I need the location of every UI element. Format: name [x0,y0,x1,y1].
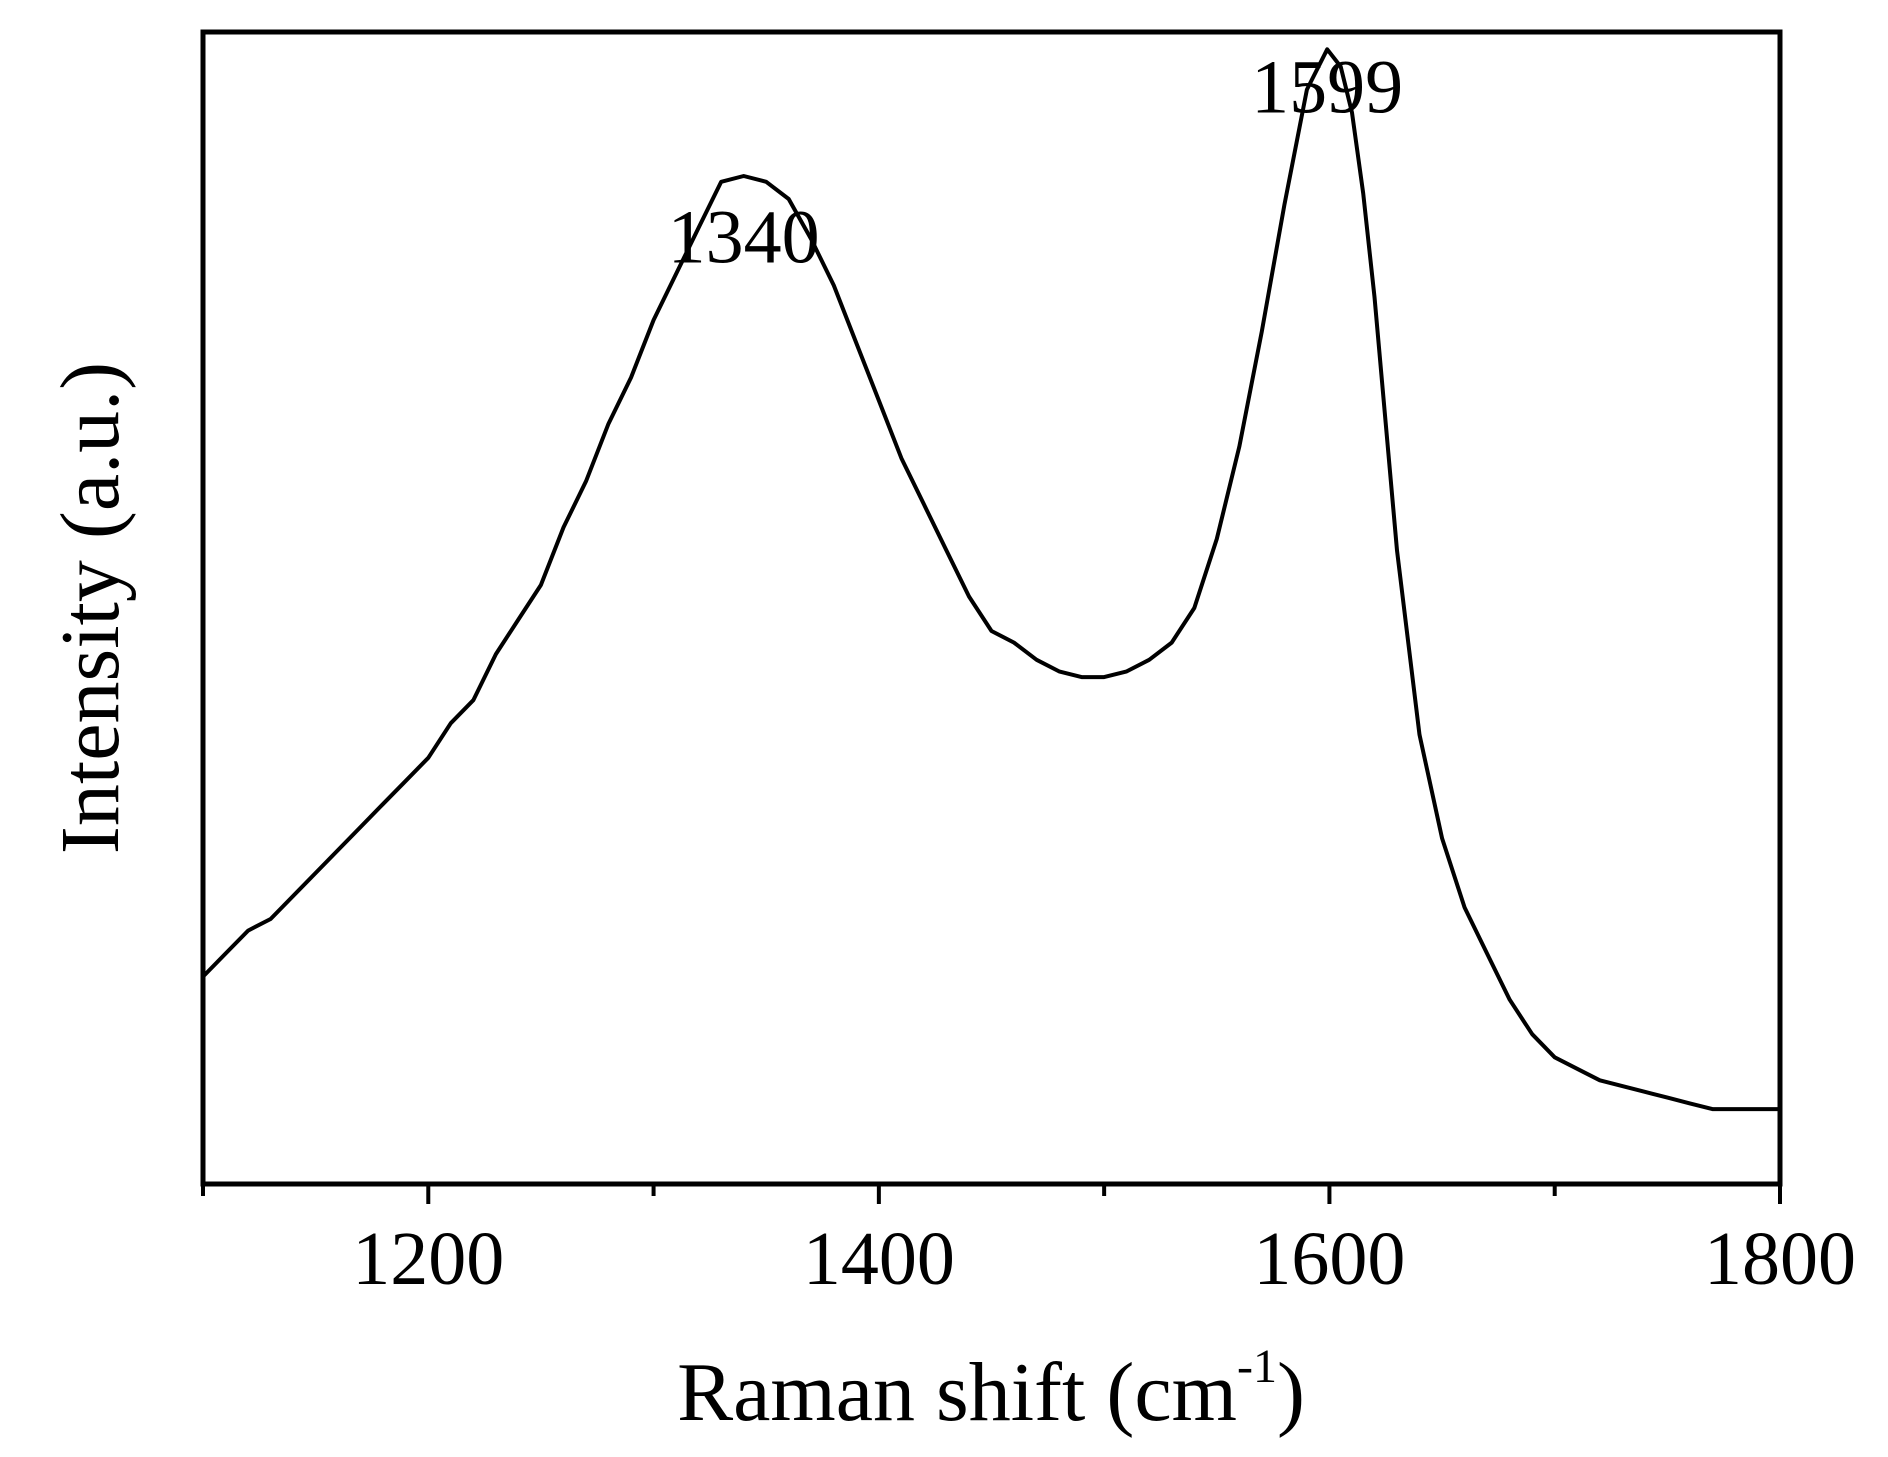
x-tick-label: 1400 [803,1217,955,1301]
x-axis-title-superscript: -1 [1237,1340,1277,1393]
x-axis-title-main: Raman shift (cm [677,1346,1237,1439]
peak-label: 1599 [1251,46,1403,130]
peak-annotations: 1340 1599 [668,46,1403,280]
x-axis-tick-labels: 1200 1400 1600 1800 [352,1217,1856,1301]
peak-label: 1340 [668,195,820,279]
x-tick-label: 1600 [1253,1217,1405,1301]
x-axis-title: Raman shift (cm-1) [677,1340,1305,1439]
x-tick-label: 1800 [1704,1217,1856,1301]
x-axis-ticks [201,1184,1782,1204]
x-axis-title-close: ) [1277,1346,1305,1439]
y-axis-title: Intensity (a.u.) [44,362,137,854]
plot-frame [200,29,1783,1187]
x-tick-label: 1200 [352,1217,504,1301]
spectrum-line [201,47,1780,1112]
